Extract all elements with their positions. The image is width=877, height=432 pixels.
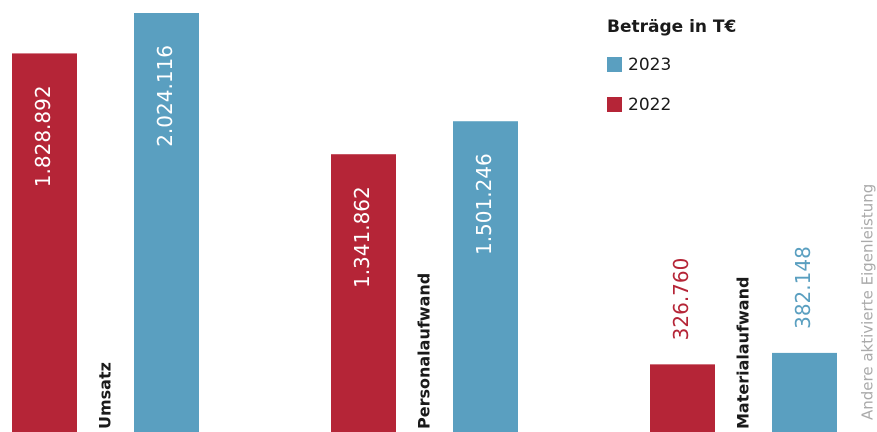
value-label: 2.024.116 [153,45,177,147]
annotation: Andere aktivierte Eigenleistung [859,184,877,420]
legend-label: 2023 [628,55,671,75]
bar [772,352,837,432]
category-label: Materialaufwand [734,277,753,429]
bar [650,364,715,432]
category-label: Umsatz [96,362,115,429]
legend-title: Beträge in T€ [607,17,736,37]
legend-swatch [607,97,622,112]
legend-label: 2022 [628,95,671,115]
value-label: 1.828.892 [31,85,55,187]
legend-swatch [607,57,622,72]
value-label: 382.148 [791,246,815,329]
bar [331,154,396,432]
bar [134,13,199,432]
value-label: 1.341.862 [350,186,374,288]
bar [12,53,77,432]
bar [453,121,518,432]
value-label: 1.501.246 [472,153,496,255]
value-label: 326.760 [669,258,693,341]
category-label: Personalaufwand [415,273,434,429]
